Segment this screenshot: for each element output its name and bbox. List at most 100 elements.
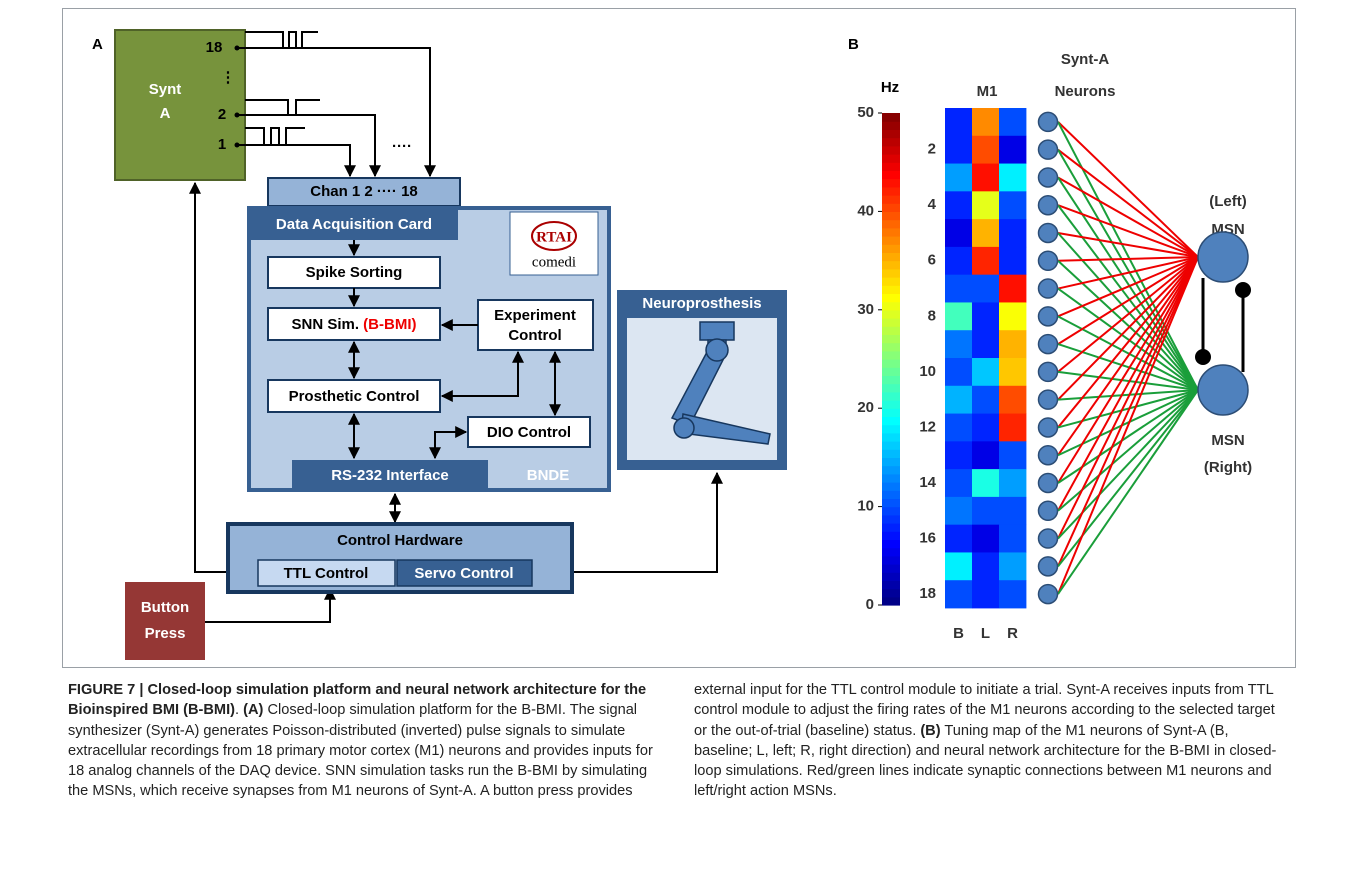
colorbar-step (882, 400, 900, 409)
panel-label: B (848, 36, 859, 53)
colorbar-step (882, 548, 900, 557)
heatmap-cell (945, 108, 972, 136)
neuron (1039, 390, 1058, 409)
channel-label: 1 (218, 136, 226, 153)
msn (1198, 232, 1248, 282)
neuron (1039, 557, 1058, 576)
caption-text: . (235, 702, 243, 718)
colorbar-step (882, 507, 900, 516)
heatmap-cell (972, 191, 999, 219)
colorbar-step (882, 162, 900, 171)
msn-label: (Left) (1209, 193, 1247, 210)
heatmap-cell (945, 219, 972, 247)
colorbar-step (882, 597, 900, 606)
title: Synt-A (1061, 51, 1110, 68)
heatmap-cell (945, 580, 972, 608)
colorbar-step (882, 523, 900, 532)
heatmap-cell (945, 414, 972, 442)
colorbar-step (882, 244, 900, 253)
heatmap-cell (945, 191, 972, 219)
heatmap-cell (999, 164, 1026, 192)
colorbar-tick-label: 0 (866, 596, 874, 613)
colorbar-step (882, 498, 900, 507)
colorbar-step (882, 228, 900, 237)
heatmap-cell (945, 164, 972, 192)
heatmap-cell (972, 552, 999, 580)
heatmap-cell (999, 247, 1026, 275)
heatmap-cell (999, 469, 1026, 497)
box-label: Control (508, 327, 561, 344)
colorbar-step (882, 564, 900, 573)
heatmap-cell (945, 136, 972, 164)
caption-text: (B) (920, 723, 940, 739)
colorbar-step (882, 179, 900, 188)
heatmap-cell (945, 275, 972, 303)
heatmap-cell (999, 525, 1026, 553)
button-box[interactable] (125, 582, 205, 660)
colorbar-unit: Hz (881, 79, 899, 96)
synapse-left (1058, 205, 1198, 257)
rs232-label: RS-232 Interface (331, 467, 449, 484)
colorbar-step (882, 425, 900, 434)
hw-label: Control Hardware (337, 532, 463, 549)
neuron (1039, 529, 1058, 548)
heatmap-cell (945, 302, 972, 330)
caption-text: (A) (243, 702, 263, 718)
colorbar-step (882, 277, 900, 286)
colorbar-step (882, 482, 900, 491)
colorbar-step (882, 187, 900, 196)
box-label: Prosthetic Control (289, 388, 420, 405)
neuron (1039, 307, 1058, 326)
page: A Synt A 18 ⋮ 2 1 ···· Chan 1 2 ···· 18 … (0, 0, 1356, 872)
heatmap-cell (972, 136, 999, 164)
heatmap-cell (945, 386, 972, 414)
heatmap-cell (945, 247, 972, 275)
colorbar-step (882, 170, 900, 179)
colorbar-step (882, 572, 900, 581)
box-label: Experiment (494, 307, 576, 324)
colorbar-step (882, 203, 900, 212)
msn-label: MSN (1211, 432, 1244, 449)
heatmap-cell (999, 552, 1026, 580)
chan-label: Chan 1 2 ···· 18 (310, 183, 418, 200)
colorbar-step (882, 515, 900, 524)
colorbar-step (882, 408, 900, 417)
column-label: B (953, 625, 964, 642)
neuro-label: Neuroprosthesis (642, 295, 761, 312)
heatmap-cell (999, 414, 1026, 442)
heatmap-cell (972, 330, 999, 358)
heatmap-cell (945, 469, 972, 497)
colorbar-step (882, 449, 900, 458)
colorbar-tick-label: 40 (857, 202, 874, 219)
row-label: 10 (919, 363, 936, 380)
colorbar-step (882, 195, 900, 204)
heatmap-cell (972, 525, 999, 553)
heatmap-cell (999, 136, 1026, 164)
snn-model: (B-BMI) (363, 316, 416, 333)
colorbar-step (882, 531, 900, 540)
row-label: 2 (928, 141, 936, 158)
box-label: Spike Sorting (306, 264, 403, 281)
heatmap-cell (999, 108, 1026, 136)
colorbar-step (882, 375, 900, 384)
inhibition-end (1195, 349, 1211, 365)
heatmap-cell (972, 497, 999, 525)
heatmap-cell (999, 441, 1026, 469)
row-label: 14 (919, 474, 936, 491)
heatmap-cell (999, 302, 1026, 330)
colorbar-step (882, 474, 900, 483)
colorbar-step (882, 433, 900, 442)
colorbar-step (882, 367, 900, 376)
heatmap-cell (999, 191, 1026, 219)
synapse-left (1058, 150, 1198, 257)
neuron (1039, 112, 1058, 131)
column-label: L (981, 625, 990, 642)
colorbar-tick-label: 10 (857, 498, 874, 515)
colorbar-step (882, 236, 900, 245)
logo-text: comedi (532, 254, 576, 270)
panel-label: A (92, 36, 103, 53)
colorbar-step (882, 138, 900, 147)
heatmap-cell (999, 580, 1026, 608)
heatmap-cell (999, 330, 1026, 358)
colorbar-step (882, 326, 900, 335)
